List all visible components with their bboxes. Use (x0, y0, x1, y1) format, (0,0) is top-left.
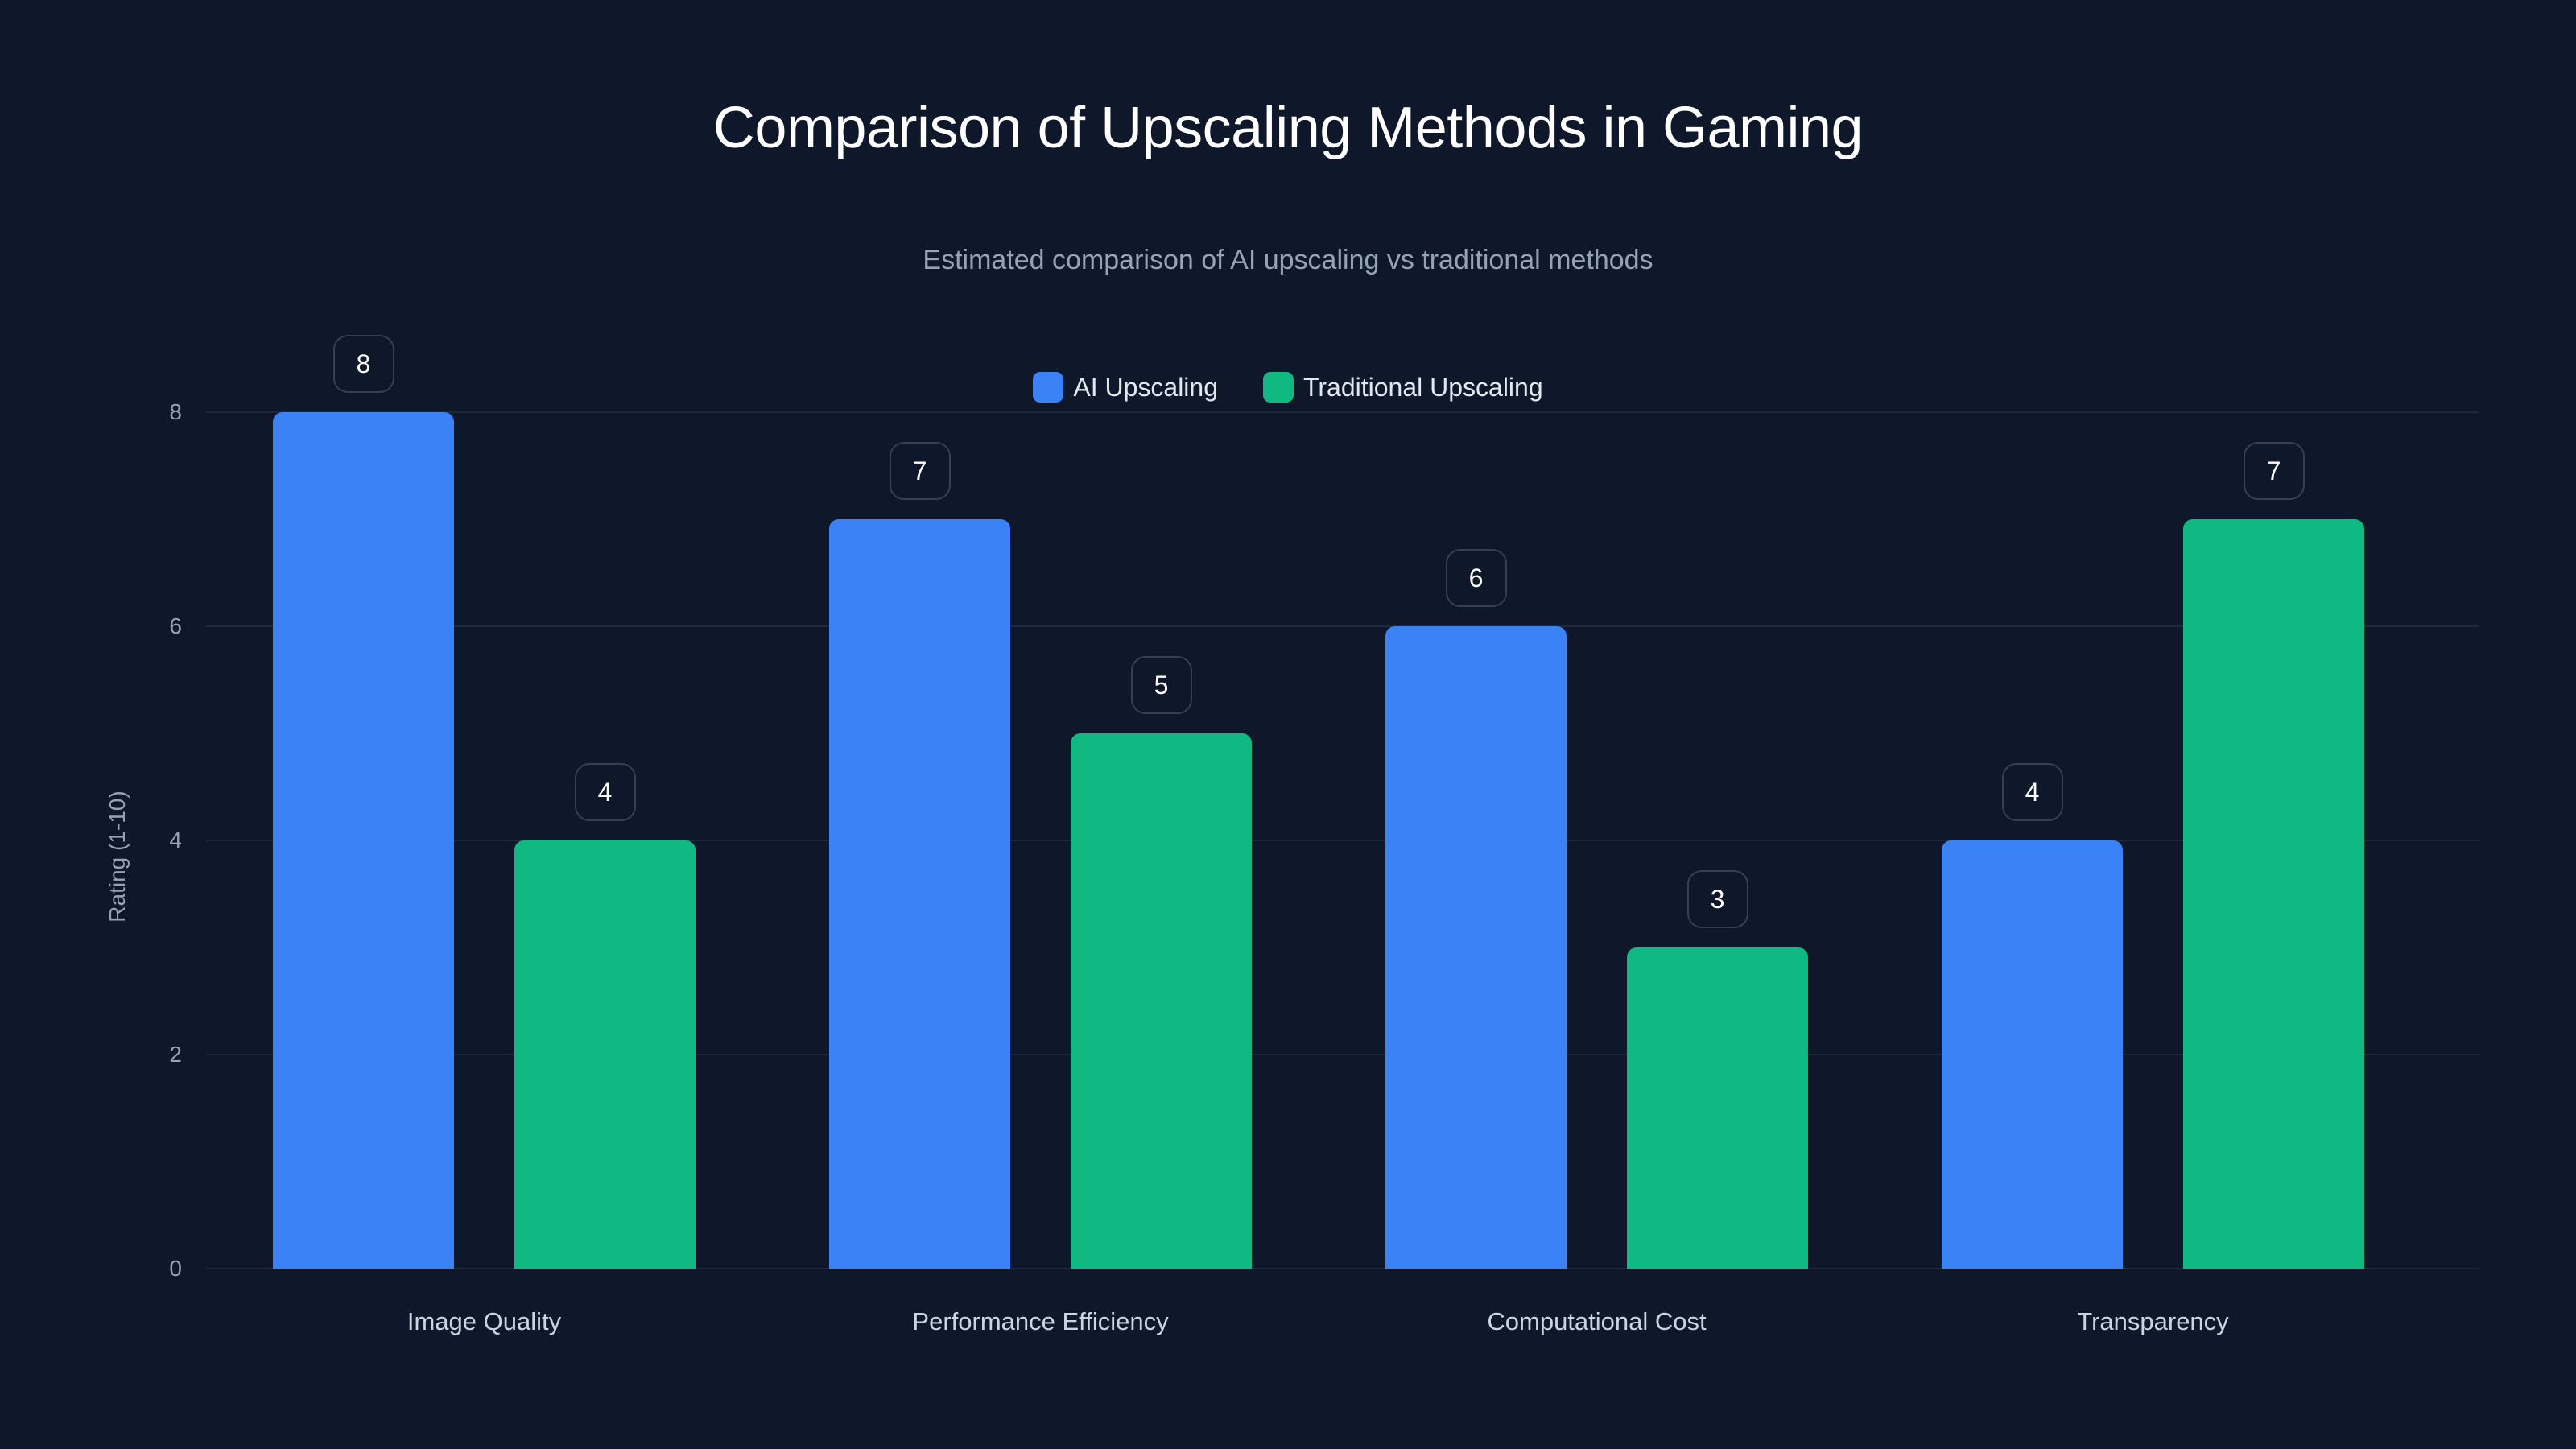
y-tick-label: 2 (169, 1042, 182, 1067)
legend-swatch-traditional (1263, 372, 1294, 402)
value-label: 4 (2001, 763, 2063, 821)
value-label: 4 (574, 763, 636, 821)
bar-ai-image-quality[interactable] (273, 412, 454, 1269)
y-tick-label: 4 (169, 828, 182, 852)
x-tick-label: Performance Efficiency (912, 1307, 1169, 1335)
y-tick-label: 0 (169, 1256, 182, 1281)
x-tick-label: Transparency (2077, 1307, 2229, 1335)
plot-area: 0 2 4 6 8 8 4 7 5 6 3 4 7 (169, 335, 2479, 1281)
bar-ai-transparency[interactable] (1942, 840, 2123, 1269)
bar-traditional-computational-cost[interactable] (1627, 947, 1808, 1269)
bar-traditional-image-quality[interactable] (514, 840, 696, 1269)
gridline (206, 625, 2479, 627)
gridline (206, 411, 2479, 413)
y-axis-label: Rating (1-10) (105, 791, 130, 923)
gridline (206, 1054, 2479, 1055)
value-label: 6 (1445, 549, 1507, 607)
value-label: 7 (2243, 442, 2305, 500)
chart-title: Comparison of Upscaling Methods in Gamin… (712, 96, 1864, 160)
value-label: 7 (889, 442, 951, 500)
legend-swatch-ai (1033, 372, 1064, 402)
legend-label-ai: AI Upscaling (1073, 372, 1218, 402)
bar-traditional-transparency[interactable] (2183, 519, 2364, 1269)
value-label: 3 (1686, 870, 1748, 928)
bar-ai-computational-cost[interactable] (1385, 626, 1567, 1269)
value-label: 8 (332, 335, 394, 393)
x-tick-label: Image Quality (407, 1307, 562, 1335)
bar-traditional-performance-efficiency[interactable] (1071, 733, 1252, 1269)
y-tick-label: 8 (169, 399, 182, 424)
legend-item-traditional-upscaling[interactable]: Traditional Upscaling (1263, 372, 1543, 402)
gridline (206, 1268, 2479, 1269)
legend: AI Upscaling Traditional Upscaling (0, 372, 2576, 402)
bar-ai-performance-efficiency[interactable] (829, 519, 1010, 1269)
gridline (206, 840, 2479, 841)
value-label: 5 (1130, 656, 1192, 714)
x-tick-label: Computational Cost (1487, 1307, 1707, 1335)
chart-subtitle: Estimated comparison of AI upscaling vs … (923, 245, 1653, 275)
legend-item-ai-upscaling[interactable]: AI Upscaling (1033, 372, 1218, 402)
legend-label-traditional: Traditional Upscaling (1303, 372, 1543, 402)
y-tick-label: 6 (169, 613, 182, 638)
